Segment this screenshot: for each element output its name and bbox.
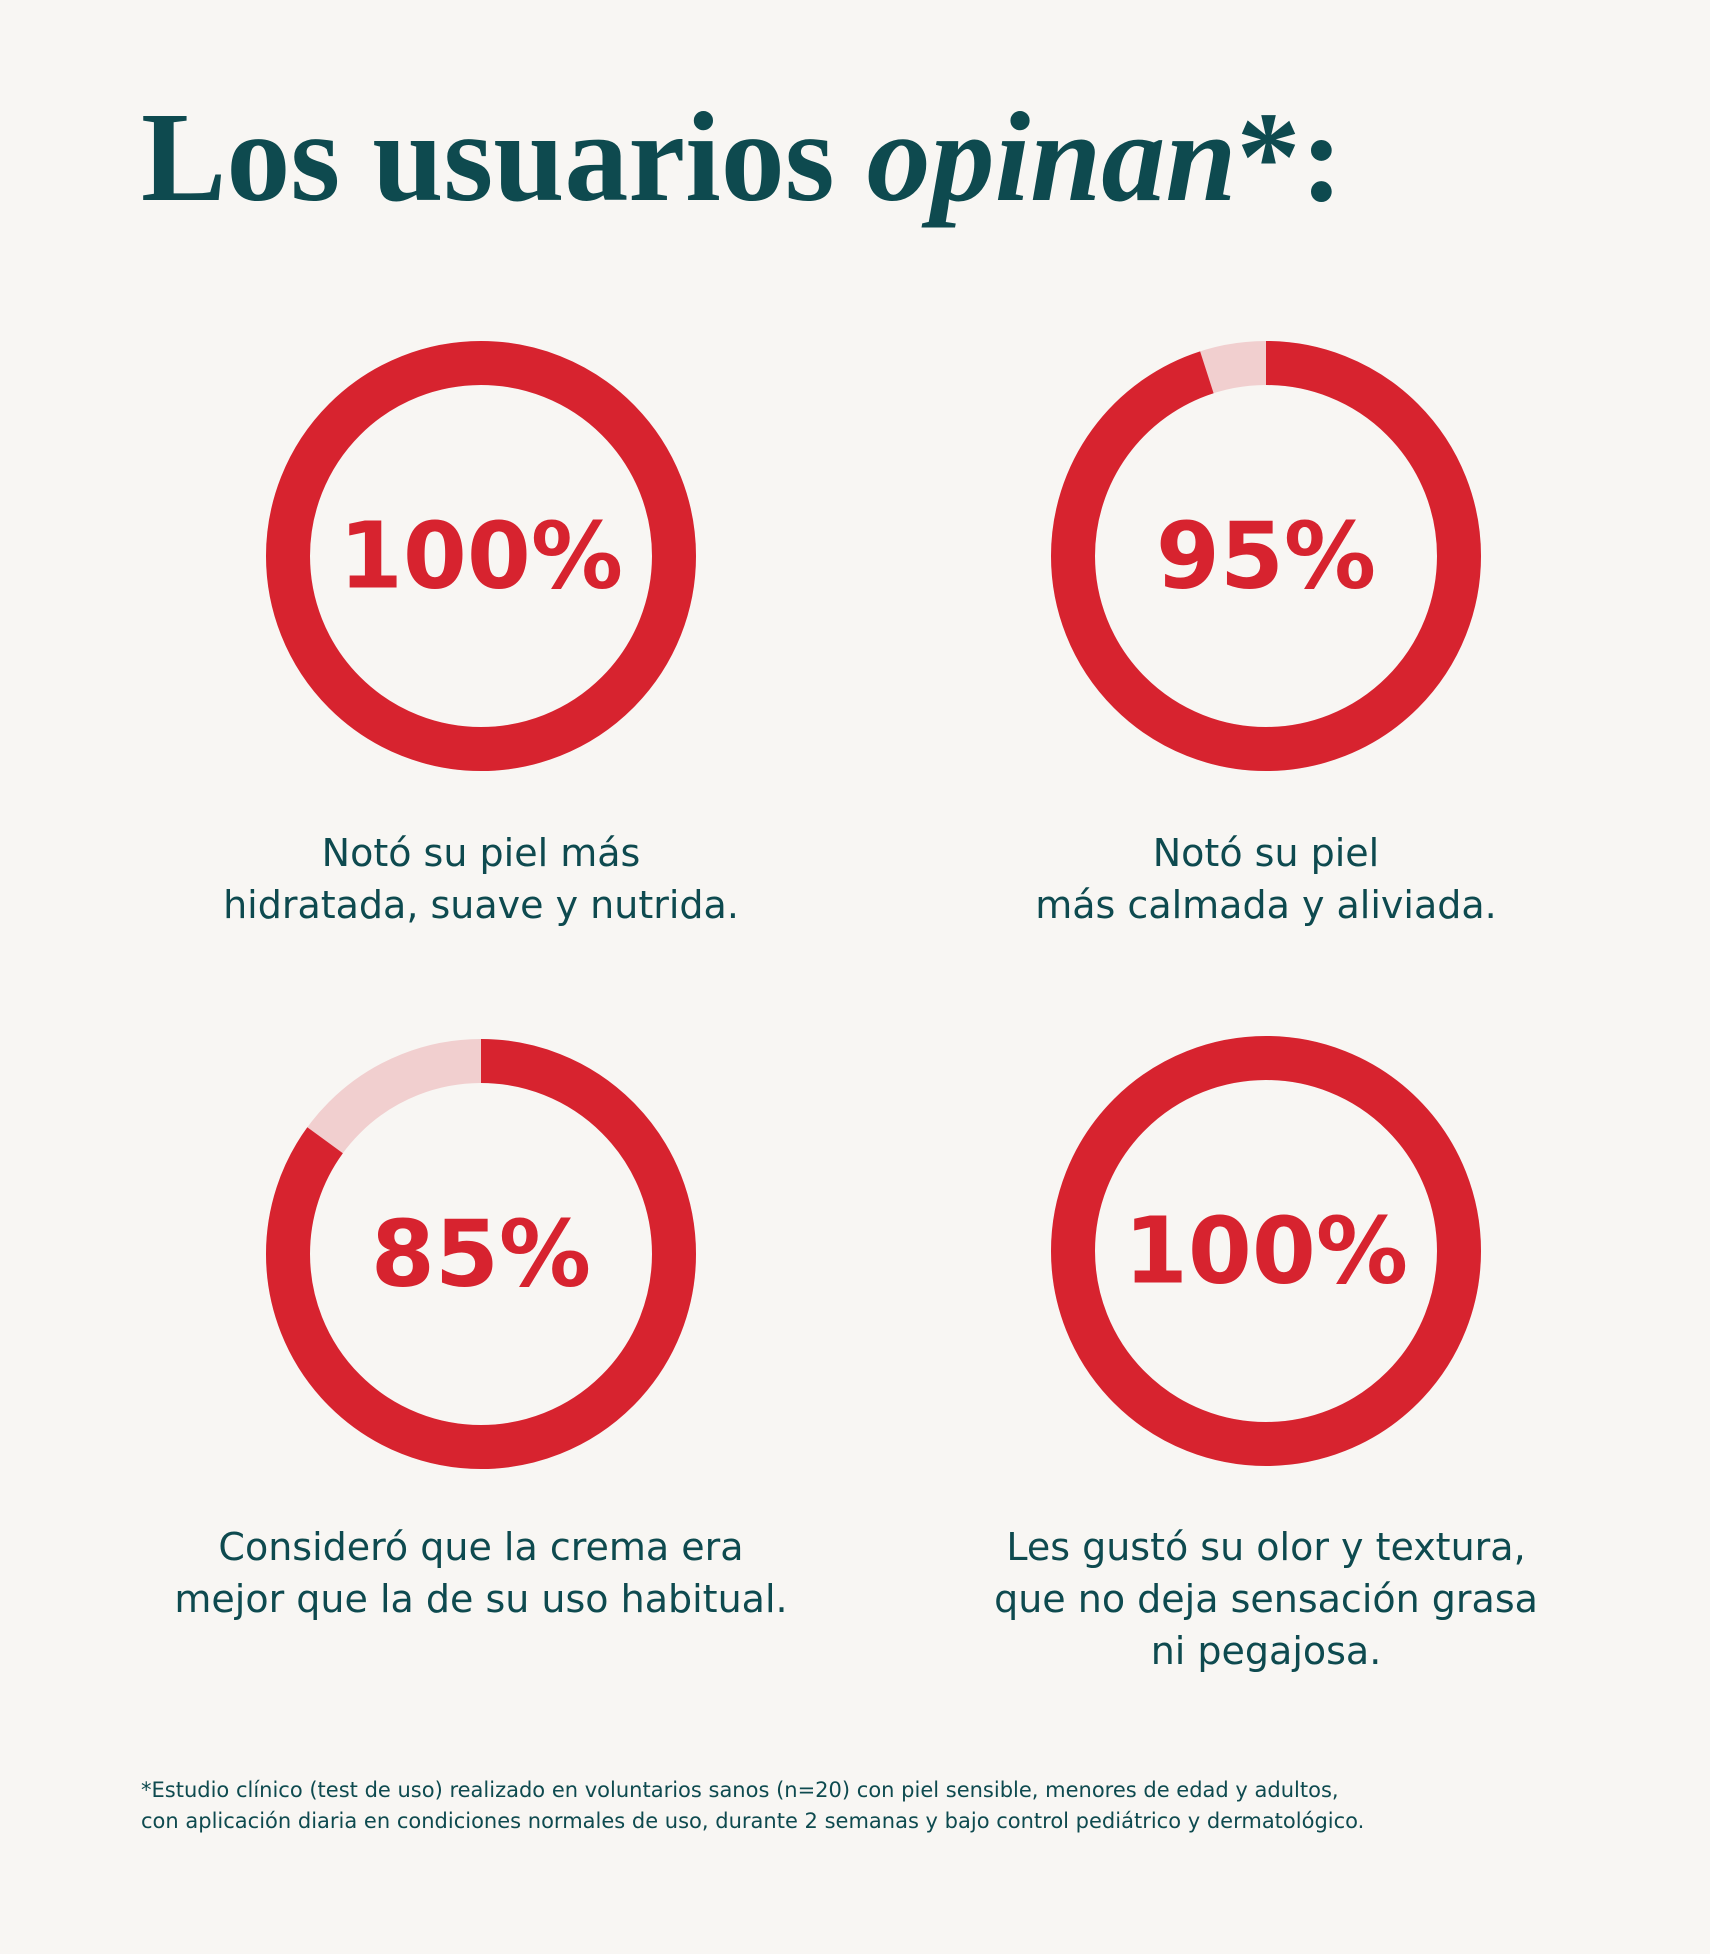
caption-line: Consideró que la crema era: [218, 1525, 743, 1569]
value-label: 85%: [371, 1201, 591, 1308]
footnote-line: con aplicación diaria en condiciones nor…: [141, 1809, 1364, 1833]
caption-line: mejor que la de su uso habitual.: [174, 1577, 787, 1621]
caption-line: Notó su piel: [1153, 831, 1379, 875]
footnote-line: *Estudio clínico (test de uso) realizado…: [141, 1778, 1339, 1802]
caption-line: Notó su piel más: [322, 831, 641, 875]
value-label: 100%: [1124, 1198, 1408, 1305]
caption-line: hidratada, suave y nutrida.: [223, 883, 739, 927]
title: Los usuarios opinan*:: [141, 86, 1343, 228]
donut-arc: [1051, 1036, 1481, 1466]
caption-line: Les gustó su olor y textura,: [1006, 1525, 1525, 1569]
donut-arc: [266, 1039, 696, 1469]
title-emphasis: opinan: [867, 86, 1237, 228]
donut-arc: [266, 341, 696, 771]
title-suffix: *:: [1237, 86, 1344, 228]
caption-line: que no deja sensación grasa: [994, 1577, 1538, 1621]
caption-line: más calmada y aliviada.: [1035, 883, 1497, 927]
caption-line: ni pegajosa.: [1151, 1629, 1382, 1673]
donut-arc: [1051, 341, 1481, 771]
value-label: 95%: [1156, 503, 1376, 610]
value-label: 100%: [339, 503, 623, 610]
title-text: Los usuarios: [141, 86, 835, 228]
